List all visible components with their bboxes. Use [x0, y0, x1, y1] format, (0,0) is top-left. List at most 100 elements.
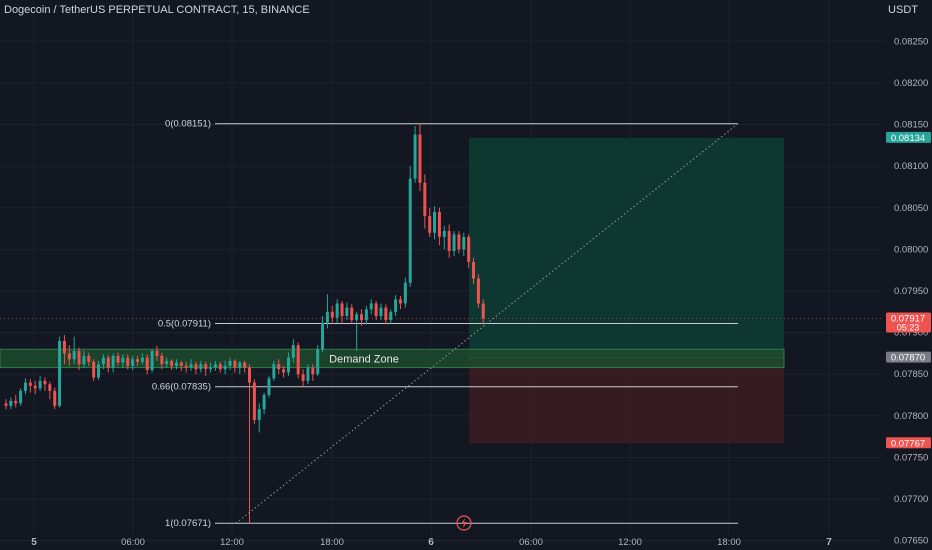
candle [160, 352, 164, 370]
candle-body [467, 236, 471, 262]
candle-body [243, 362, 247, 368]
candle-body [233, 360, 237, 368]
candle [408, 166, 412, 287]
candle-body [43, 380, 47, 385]
price-tick-label: 0.07950 [894, 286, 928, 297]
candle-body [277, 364, 281, 370]
candle-body [335, 303, 339, 318]
candle [238, 360, 242, 375]
candle-body [291, 345, 295, 358]
candle [87, 352, 91, 366]
candle [267, 375, 271, 398]
candle-body [316, 349, 320, 375]
candle-body [350, 307, 354, 321]
candle-body [92, 361, 96, 378]
overlay-lines [0, 123, 884, 524]
candle [204, 361, 208, 376]
candle [213, 360, 217, 371]
candle-body [145, 357, 149, 371]
candle-body [111, 355, 115, 368]
candle-body [150, 350, 154, 371]
candle-body [301, 374, 305, 381]
candle [140, 353, 144, 365]
candle-body [140, 357, 144, 362]
time-tick-label: 18:00 [717, 537, 741, 548]
candle-body [170, 360, 174, 366]
fib-retracement[interactable]: 0(0.08151) 0.5(0.07911) 0.66(0.07835) 1(0.0… [152, 119, 738, 530]
candle [243, 360, 247, 373]
candle-body [199, 364, 203, 370]
symbol-title: Dogecoin / TetherUS PERPETUAL CONTRACT, … [4, 4, 310, 16]
candle-body [4, 403, 8, 406]
candle-body [19, 390, 23, 404]
candle-body [228, 360, 232, 366]
candle [306, 364, 310, 385]
price-axis[interactable]: 0.08250 0.08200 0.08150 0.08100 0.08050 0.080… [894, 36, 928, 546]
price-badge-bg [886, 351, 931, 363]
candle-body [267, 378, 271, 396]
candle [101, 354, 105, 370]
candle [33, 380, 37, 395]
candle [38, 375, 42, 391]
candle-body [223, 365, 227, 370]
target-zone [469, 137, 784, 358]
candle-body [23, 382, 27, 391]
candle [48, 381, 52, 400]
candle-body [345, 307, 349, 316]
candle-body [33, 385, 37, 389]
candle-body [174, 362, 178, 366]
candle-body [408, 178, 412, 283]
candle-body [379, 307, 383, 316]
replay-icon[interactable] [456, 515, 472, 531]
candle-body [53, 390, 57, 406]
candle [481, 299, 485, 325]
candle [53, 387, 57, 410]
candle [218, 361, 222, 373]
candle [28, 379, 32, 393]
candle [272, 360, 276, 381]
candle [350, 304, 354, 325]
candle [462, 232, 466, 257]
candle [286, 352, 290, 376]
candle [452, 231, 456, 257]
candle-body [286, 357, 290, 373]
candle-body [135, 359, 139, 362]
candle-body [389, 311, 393, 321]
candle [374, 300, 378, 321]
candle [179, 360, 183, 371]
candle [423, 174, 427, 229]
candle-body [481, 303, 485, 319]
candle [209, 362, 213, 373]
candle-body [433, 211, 437, 233]
candle [340, 300, 344, 325]
candle [277, 359, 281, 375]
candle [467, 234, 471, 268]
candle-body [213, 364, 217, 368]
candle-body [82, 355, 86, 365]
candle [379, 303, 383, 321]
candle-body [218, 364, 222, 370]
candle-body [179, 362, 183, 366]
candle-body [38, 380, 42, 389]
currency-label[interactable]: USDT [888, 4, 918, 16]
candle [252, 379, 256, 425]
candle [418, 123, 422, 192]
candle [199, 360, 203, 373]
candle [472, 257, 476, 285]
candle-body [447, 231, 451, 252]
candle-body [189, 364, 193, 368]
candle [82, 350, 86, 368]
candle-body [394, 299, 398, 312]
candle-body [472, 261, 476, 279]
candle-body [131, 359, 135, 366]
time-axis[interactable]: 5 06:00 12:00 18:00 6 06:00 12:00 18:00 7 [31, 537, 832, 548]
candle-body [194, 364, 198, 370]
candle [369, 299, 373, 315]
candle [97, 360, 101, 381]
candle-body [437, 211, 441, 237]
candle-body [155, 350, 159, 356]
countdown-label: 05:23 [897, 322, 920, 332]
price-tick-label: 0.07750 [894, 452, 928, 463]
price-tick-label: 0.07650 [894, 536, 928, 547]
